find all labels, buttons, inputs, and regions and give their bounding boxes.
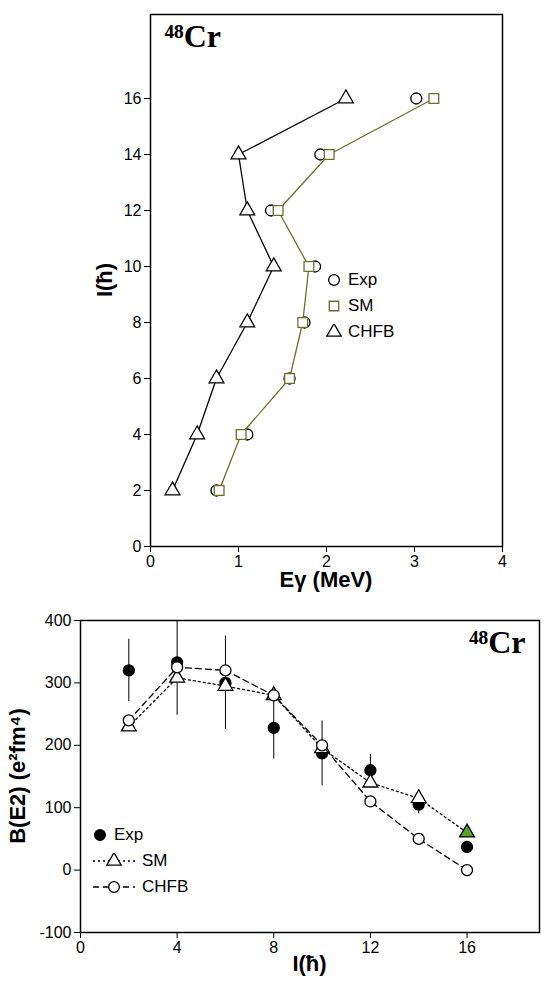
svg-text:16: 16 — [124, 90, 142, 107]
svg-text:300: 300 — [45, 674, 72, 691]
svg-text:0: 0 — [146, 553, 155, 570]
html-text:SM: SM — [142, 851, 168, 870]
html-text:CHFB: CHFB — [348, 322, 395, 341]
html-text:B(E2) (e²fm⁴): B(E2) (e²fm⁴) — [5, 708, 30, 844]
svg-text:⁴⁸Cr: ⁴⁸Cr — [165, 18, 222, 54]
html-text:I(ħ): I(ħ) — [92, 262, 117, 298]
svg-text:4: 4 — [498, 553, 507, 570]
svg-text:6: 6 — [133, 370, 142, 387]
svg-text:8: 8 — [269, 939, 278, 956]
svg-text:12: 12 — [361, 939, 379, 956]
html-text:Exp: Exp — [114, 825, 144, 844]
svg-text:16: 16 — [458, 939, 476, 956]
html-text:Eγ (MeV): Eγ (MeV) — [279, 567, 373, 592]
svg-text:-100: -100 — [39, 924, 71, 941]
svg-text:3: 3 — [410, 553, 419, 570]
svg-text:0: 0 — [76, 939, 85, 956]
svg-text:400: 400 — [45, 612, 72, 629]
svg-text:⁴⁸Cr: ⁴⁸Cr — [469, 624, 526, 660]
html-text:Exp: Exp — [348, 270, 378, 289]
svg-text:4: 4 — [133, 426, 142, 443]
html-text:CHFB: CHFB — [142, 877, 189, 896]
svg-text:2: 2 — [322, 552, 331, 570]
svg-text:10: 10 — [124, 258, 142, 275]
html-text:SM: SM — [348, 296, 374, 315]
svg-text:2: 2 — [133, 482, 142, 499]
html-text:I(ħ): I(ħ) — [292, 951, 327, 976]
svg-text:12: 12 — [124, 202, 142, 219]
svg-text:0: 0 — [133, 538, 142, 555]
svg-text:1: 1 — [234, 553, 243, 570]
svg-text:14: 14 — [124, 146, 142, 163]
svg-text:100: 100 — [45, 799, 72, 816]
svg-text:0: 0 — [63, 861, 72, 878]
svg-text:4: 4 — [173, 939, 182, 956]
svg-text:8: 8 — [133, 314, 142, 331]
svg-text:200: 200 — [45, 736, 72, 753]
